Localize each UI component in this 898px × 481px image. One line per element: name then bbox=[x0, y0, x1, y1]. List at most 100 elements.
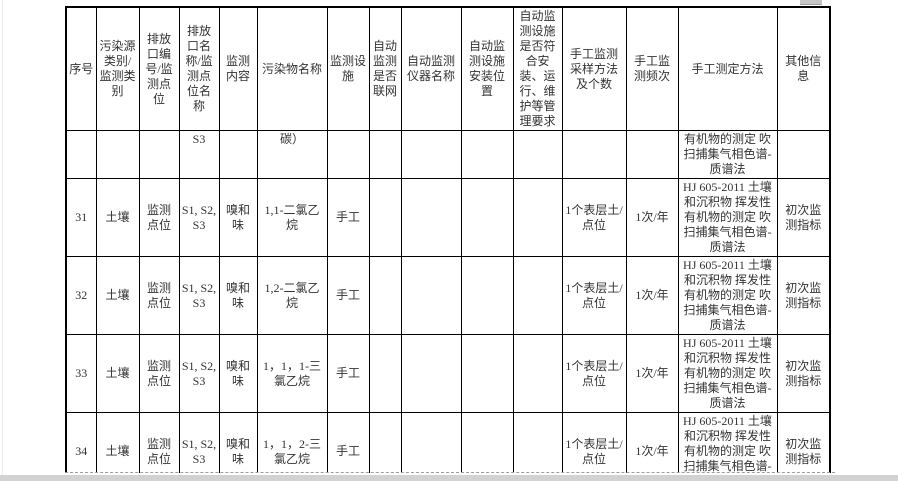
cell-outlet-name: S1, S2, S3 bbox=[178, 334, 220, 413]
table-row: 34 土壤 监测点位 S1, S2, S3 嗅和味 1，1，2-三氯乙烷 手工 … bbox=[65, 412, 831, 473]
header-manual-frequency: 手工监测频次 bbox=[625, 6, 679, 131]
cell-pollutant-name: 1,1-二氯乙烷 bbox=[256, 178, 328, 257]
cell-auto-instrument-name bbox=[400, 130, 462, 179]
cell-pollution-source-category: 土壤 bbox=[95, 334, 140, 413]
cell-other-info: 初次监测指标 bbox=[776, 178, 831, 257]
header-monitoring-content: 监测内容 bbox=[218, 6, 258, 131]
cell-manual-frequency bbox=[625, 130, 679, 179]
page-edge-line bbox=[2, 0, 3, 475]
page-break-dashed-line bbox=[65, 472, 835, 473]
cell-manual-method: HJ 605-2011 土壤和沉积物 挥发性有机物的测定 吹扫捕集气相色谱-质谱… bbox=[677, 334, 778, 413]
monitoring-table: 序号 污染源类别/监测类别 排放口编号/监测点位 排放口名称/监测点位名称 监测… bbox=[65, 6, 831, 473]
cell-auto-instrument-name bbox=[400, 334, 462, 413]
table-row: 32 土壤 监测点位 S1, S2, S3 嗅和味 1,2-二氯乙烷 手工 1个… bbox=[65, 256, 831, 335]
header-manual-method: 手工测定方法 bbox=[677, 6, 778, 131]
page-gap-strip bbox=[0, 475, 898, 481]
cell-monitoring-content: 嗅和味 bbox=[218, 412, 258, 473]
cell-monitoring-facility: 手工 bbox=[326, 334, 370, 413]
cell-auto-compliance bbox=[512, 178, 563, 257]
cell-serial-number: 31 bbox=[65, 178, 97, 257]
cell-manual-sampling-method: 1个表层土/点位 bbox=[561, 412, 627, 473]
cell-serial-number: 34 bbox=[65, 412, 97, 473]
header-manual-sampling-method: 手工监测采样方法及个数 bbox=[561, 6, 627, 131]
header-serial-number: 序号 bbox=[65, 6, 97, 131]
table-row-partial: S3 碳） 有机物的测定 吹扫捕集气相色谱-质谱法 bbox=[65, 130, 831, 179]
cell-auto-compliance bbox=[512, 256, 563, 335]
cell-auto-instrument-name bbox=[400, 178, 462, 257]
cell-auto-networked bbox=[368, 178, 402, 257]
cell-pollution-source-category: 土壤 bbox=[95, 178, 140, 257]
table-column-handle bbox=[800, 0, 822, 5]
table-row: 33 土壤 监测点位 S1, S2, S3 嗅和味 1，1，1-三氯乙烷 手工 … bbox=[65, 334, 831, 413]
cell-monitoring-facility: 手工 bbox=[326, 178, 370, 257]
cell-manual-sampling-method: 1个表层土/点位 bbox=[561, 334, 627, 413]
header-monitoring-facility: 监测设施 bbox=[326, 6, 370, 131]
cell-pollutant-name: 1，1，2-三氯乙烷 bbox=[256, 412, 328, 473]
cell-auto-networked bbox=[368, 412, 402, 473]
cell-monitoring-content: 嗅和味 bbox=[218, 334, 258, 413]
header-pollutant-name: 污染物名称 bbox=[256, 6, 328, 131]
cell-other-info: 初次监测指标 bbox=[776, 412, 831, 473]
cell-manual-frequency: 1次/年 bbox=[625, 256, 679, 335]
cell-manual-method: 有机物的测定 吹扫捕集气相色谱-质谱法 bbox=[677, 130, 778, 179]
header-auto-networked: 自动监测是否联网 bbox=[368, 6, 402, 131]
cell-pollution-source-category bbox=[95, 130, 140, 179]
header-auto-install-location: 自动监测设施安装位置 bbox=[460, 6, 514, 131]
cell-outlet-name: S1, S2, S3 bbox=[178, 412, 220, 473]
cell-manual-frequency: 1次/年 bbox=[625, 178, 679, 257]
cell-auto-install-location bbox=[460, 130, 514, 179]
cell-monitoring-content: 嗅和味 bbox=[218, 178, 258, 257]
header-other-info: 其他信息 bbox=[776, 6, 831, 131]
monitoring-table-container: 序号 污染源类别/监测类别 排放口编号/监测点位 排放口名称/监测点位名称 监测… bbox=[65, 6, 837, 473]
cell-manual-sampling-method bbox=[561, 130, 627, 179]
cell-outlet-number: 监测点位 bbox=[138, 412, 180, 473]
cell-manual-sampling-method: 1个表层土/点位 bbox=[561, 178, 627, 257]
cell-outlet-name: S3 bbox=[178, 130, 220, 179]
cell-auto-install-location bbox=[460, 178, 514, 257]
header-auto-compliance: 自动监测设施是否符合安装、运行、维护等管理要求 bbox=[512, 6, 563, 131]
cell-auto-compliance bbox=[512, 334, 563, 413]
header-auto-instrument-name: 自动监测仪器名称 bbox=[400, 6, 462, 131]
cell-pollution-source-category: 土壤 bbox=[95, 256, 140, 335]
cell-auto-networked bbox=[368, 130, 402, 179]
cell-auto-install-location bbox=[460, 334, 514, 413]
cell-other-info: 初次监测指标 bbox=[776, 334, 831, 413]
cell-manual-method: HJ 605-2011 土壤和沉积物 挥发性有机物的测定 吹扫捕集气相色谱-质谱… bbox=[677, 178, 778, 257]
cell-auto-networked bbox=[368, 256, 402, 335]
header-outlet-name: 排放口名称/监测点位名称 bbox=[178, 6, 220, 131]
cell-other-info bbox=[776, 130, 831, 179]
cell-pollutant-name: 1,2-二氯乙烷 bbox=[256, 256, 328, 335]
cell-outlet-number: 监测点位 bbox=[138, 178, 180, 257]
cell-manual-method: HJ 605-2011 土壤和沉积物 挥发性有机物的测定 吹扫捕集气相色谱-质谱… bbox=[677, 412, 778, 473]
table-row: 31 土壤 监测点位 S1, S2, S3 嗅和味 1,1-二氯乙烷 手工 1个… bbox=[65, 178, 831, 257]
header-pollution-source-category: 污染源类别/监测类别 bbox=[95, 6, 140, 131]
cell-monitoring-content bbox=[218, 130, 258, 179]
header-outlet-number: 排放口编号/监测点位 bbox=[138, 6, 180, 131]
cell-auto-install-location bbox=[460, 256, 514, 335]
cell-manual-frequency: 1次/年 bbox=[625, 412, 679, 473]
table-header-row: 序号 污染源类别/监测类别 排放口编号/监测点位 排放口名称/监测点位名称 监测… bbox=[65, 6, 831, 131]
cell-auto-compliance bbox=[512, 412, 563, 473]
cell-auto-compliance bbox=[512, 130, 563, 179]
cell-outlet-name: S1, S2, S3 bbox=[178, 256, 220, 335]
cell-outlet-number: 监测点位 bbox=[138, 334, 180, 413]
cell-monitoring-facility: 手工 bbox=[326, 256, 370, 335]
cell-serial-number: 32 bbox=[65, 256, 97, 335]
cell-auto-install-location bbox=[460, 412, 514, 473]
cell-auto-instrument-name bbox=[400, 256, 462, 335]
cell-manual-method: HJ 605-2011 土壤和沉积物 挥发性有机物的测定 吹扫捕集气相色谱-质谱… bbox=[677, 256, 778, 335]
cell-pollutant-name: 碳） bbox=[256, 130, 328, 179]
cell-pollution-source-category: 土壤 bbox=[95, 412, 140, 473]
cell-monitoring-facility bbox=[326, 130, 370, 179]
cell-auto-networked bbox=[368, 334, 402, 413]
cell-monitoring-content: 嗅和味 bbox=[218, 256, 258, 335]
cell-outlet-number bbox=[138, 130, 180, 179]
cell-serial-number bbox=[65, 130, 97, 179]
cell-monitoring-facility: 手工 bbox=[326, 412, 370, 473]
cell-auto-instrument-name bbox=[400, 412, 462, 473]
cell-manual-frequency: 1次/年 bbox=[625, 334, 679, 413]
cell-serial-number: 33 bbox=[65, 334, 97, 413]
cell-outlet-name: S1, S2, S3 bbox=[178, 178, 220, 257]
cell-other-info: 初次监测指标 bbox=[776, 256, 831, 335]
